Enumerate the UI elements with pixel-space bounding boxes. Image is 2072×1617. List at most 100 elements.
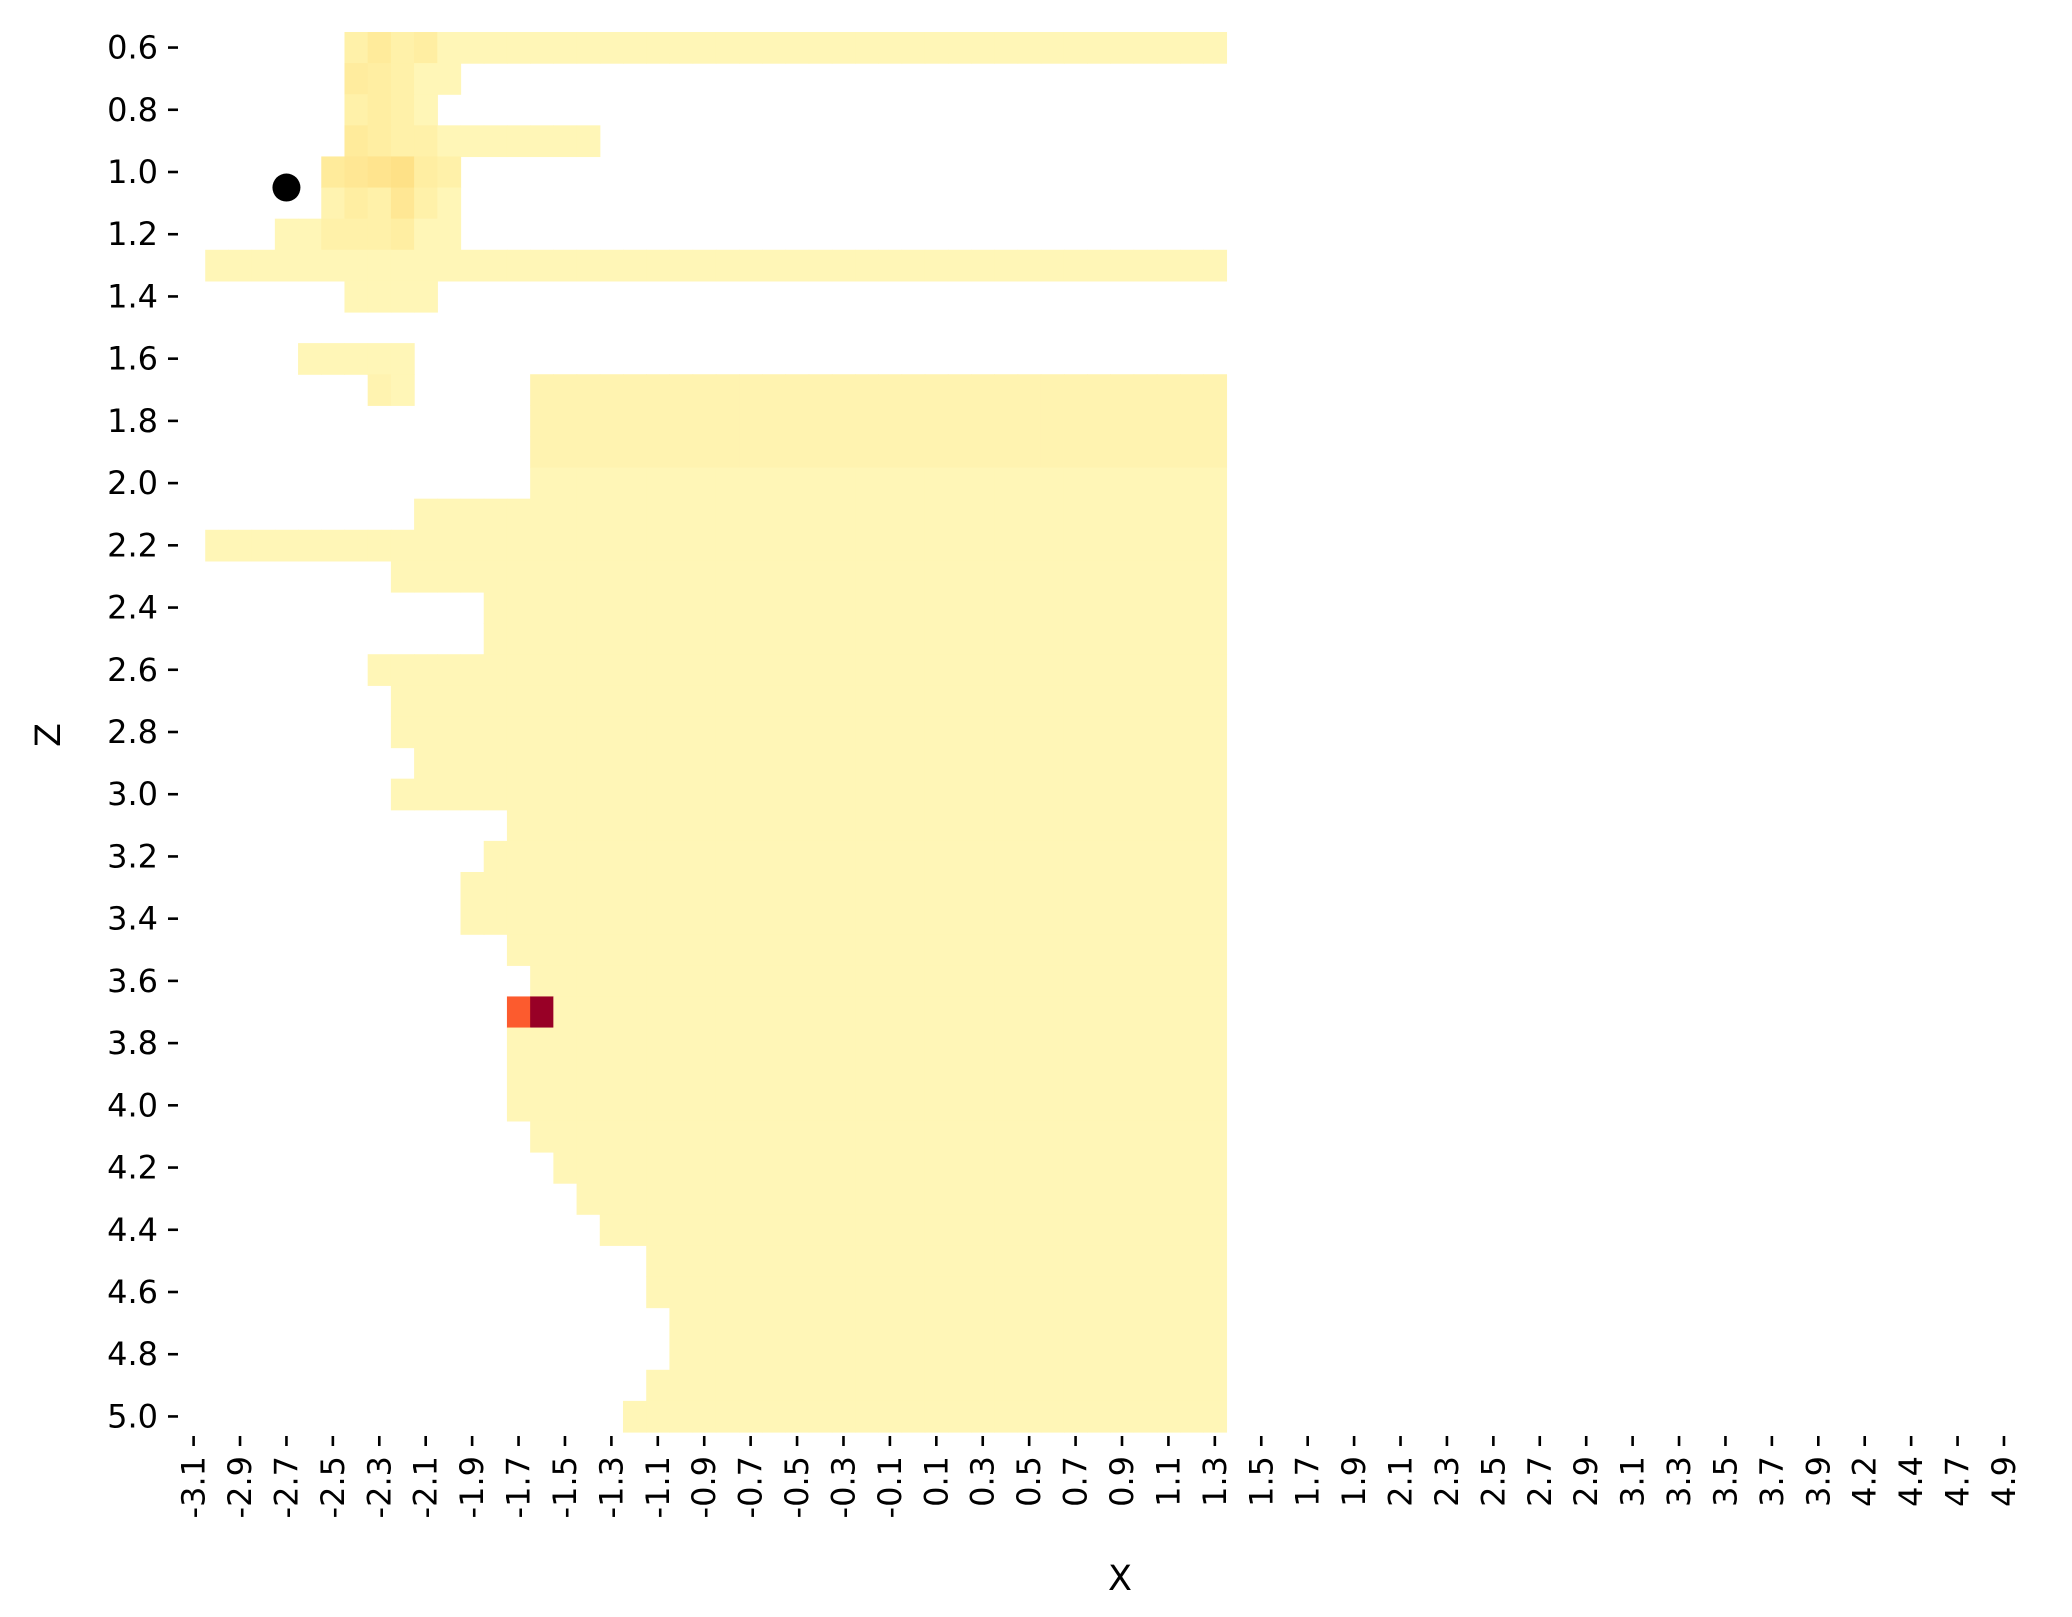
- heatmap-cell: [1180, 1338, 1204, 1371]
- heatmap-cell: [947, 840, 972, 873]
- x-tick-label: -2.5: [314, 1456, 352, 1518]
- heatmap-cell: [692, 747, 717, 780]
- heatmap-cell: [1063, 374, 1088, 406]
- heatmap-cell: [901, 1058, 926, 1091]
- heatmap-cell: [762, 1307, 787, 1340]
- heatmap-cell: [808, 1120, 833, 1153]
- heatmap-cell: [669, 996, 694, 1029]
- heatmap-cell: [878, 1369, 903, 1402]
- heatmap-cell: [947, 498, 972, 531]
- heatmap-cell: [785, 1369, 810, 1402]
- heatmap-cell: [669, 1089, 694, 1122]
- heatmap-cell: [762, 1338, 787, 1371]
- heatmap-cell: [1156, 903, 1181, 935]
- heatmap-cell: [1110, 249, 1135, 282]
- heatmap-cell: [414, 685, 438, 718]
- heatmap-cell: [506, 872, 531, 904]
- heatmap-cell: [715, 529, 740, 562]
- heatmap-cell: [692, 1307, 717, 1340]
- heatmap-cell: [1087, 934, 1111, 966]
- heatmap-cell: [831, 1245, 856, 1278]
- x-tick-label: -2.7: [267, 1456, 305, 1518]
- heatmap-cell: [1087, 903, 1111, 935]
- x-tick-label: -1.7: [500, 1456, 538, 1518]
- y-tick-label: 3.8: [107, 1024, 158, 1062]
- heatmap-cell: [506, 1089, 531, 1122]
- heatmap-cell: [692, 405, 717, 438]
- heatmap-cell: [506, 1027, 531, 1060]
- heatmap-cell: [831, 1152, 856, 1184]
- heatmap-cell: [947, 654, 972, 686]
- heatmap-cell: [576, 1058, 601, 1091]
- heatmap-cell: [576, 1120, 601, 1153]
- heatmap-cell: [506, 623, 531, 655]
- heatmap-cell: [971, 467, 995, 500]
- heatmap-cell: [762, 560, 787, 593]
- heatmap-cell: [1203, 1089, 1228, 1122]
- x-tick-label: -1.3: [592, 1456, 630, 1518]
- heatmap-cell: [785, 747, 810, 780]
- heatmap-cell: [739, 840, 763, 873]
- heatmap-cell: [994, 747, 1019, 780]
- heatmap-cell: [994, 1245, 1019, 1278]
- heatmap-cell: [762, 716, 787, 749]
- heatmap-cell: [994, 716, 1019, 749]
- heatmap-cell: [762, 685, 787, 718]
- x-tick-label: -2.3: [360, 1456, 398, 1518]
- heatmap-cell: [1133, 560, 1158, 593]
- heatmap-cell: [785, 498, 810, 531]
- heatmap-cell: [878, 1027, 903, 1060]
- heatmap-cell: [831, 467, 856, 500]
- heatmap-cell: [855, 32, 879, 64]
- heatmap-cell: [437, 716, 462, 749]
- heatmap-cell: [646, 654, 671, 686]
- heatmap-cell: [1110, 1338, 1135, 1371]
- heatmap-cell: [1156, 747, 1181, 780]
- heatmap-cell: [1087, 1214, 1111, 1246]
- heatmap-cell: [831, 809, 856, 842]
- heatmap-cell: [901, 467, 926, 500]
- heatmap-cell: [1040, 436, 1065, 469]
- x-tick-label: 2.7: [1521, 1456, 1559, 1507]
- heatmap-cell: [599, 436, 624, 469]
- heatmap-cell: [901, 654, 926, 686]
- heatmap-cell: [1040, 685, 1065, 718]
- heatmap-cell: [762, 747, 787, 780]
- heatmap-cell: [739, 965, 763, 998]
- heatmap-cell: [1156, 685, 1181, 718]
- heatmap-cell: [553, 529, 578, 562]
- heatmap-cell: [1180, 1152, 1204, 1184]
- heatmap-cell: [599, 934, 624, 966]
- y-tick-label: 1.0: [107, 153, 158, 191]
- heatmap-cell: [971, 560, 995, 593]
- heatmap-cell: [622, 716, 647, 749]
- heatmap-cell: [971, 405, 995, 438]
- heatmap-cell: [553, 125, 578, 158]
- heatmap-cell: [669, 872, 694, 904]
- heatmap-cell: [878, 809, 903, 842]
- heatmap-cell: [947, 1400, 972, 1433]
- heatmap-cell: [762, 809, 787, 842]
- heatmap-cell: [901, 872, 926, 904]
- heatmap-cell: [785, 592, 810, 624]
- heatmap-cell: [1203, 685, 1228, 718]
- heatmap-cell: [1203, 249, 1228, 282]
- heatmap-cell: [1040, 1400, 1065, 1433]
- heatmap-cell: [901, 716, 926, 749]
- heatmap-cell: [739, 1276, 763, 1309]
- heatmap-cell: [808, 1089, 833, 1122]
- heatmap-cell: [1063, 1183, 1088, 1215]
- heatmap-cell: [506, 778, 531, 811]
- heatmap-cell: [460, 560, 485, 593]
- heatmap-cell: [901, 934, 926, 966]
- heatmap-cell: [669, 654, 694, 686]
- heatmap-cell: [437, 156, 462, 189]
- heatmap-cell: [762, 1152, 787, 1184]
- heatmap-cell: [878, 840, 903, 873]
- heatmap-cell: [669, 529, 694, 562]
- heatmap-cell: [924, 1183, 949, 1215]
- x-tick-label: -3.1: [175, 1456, 213, 1518]
- heatmap-cell: [1087, 405, 1111, 438]
- heatmap-cell: [1156, 560, 1181, 593]
- heatmap-cell: [808, 840, 833, 873]
